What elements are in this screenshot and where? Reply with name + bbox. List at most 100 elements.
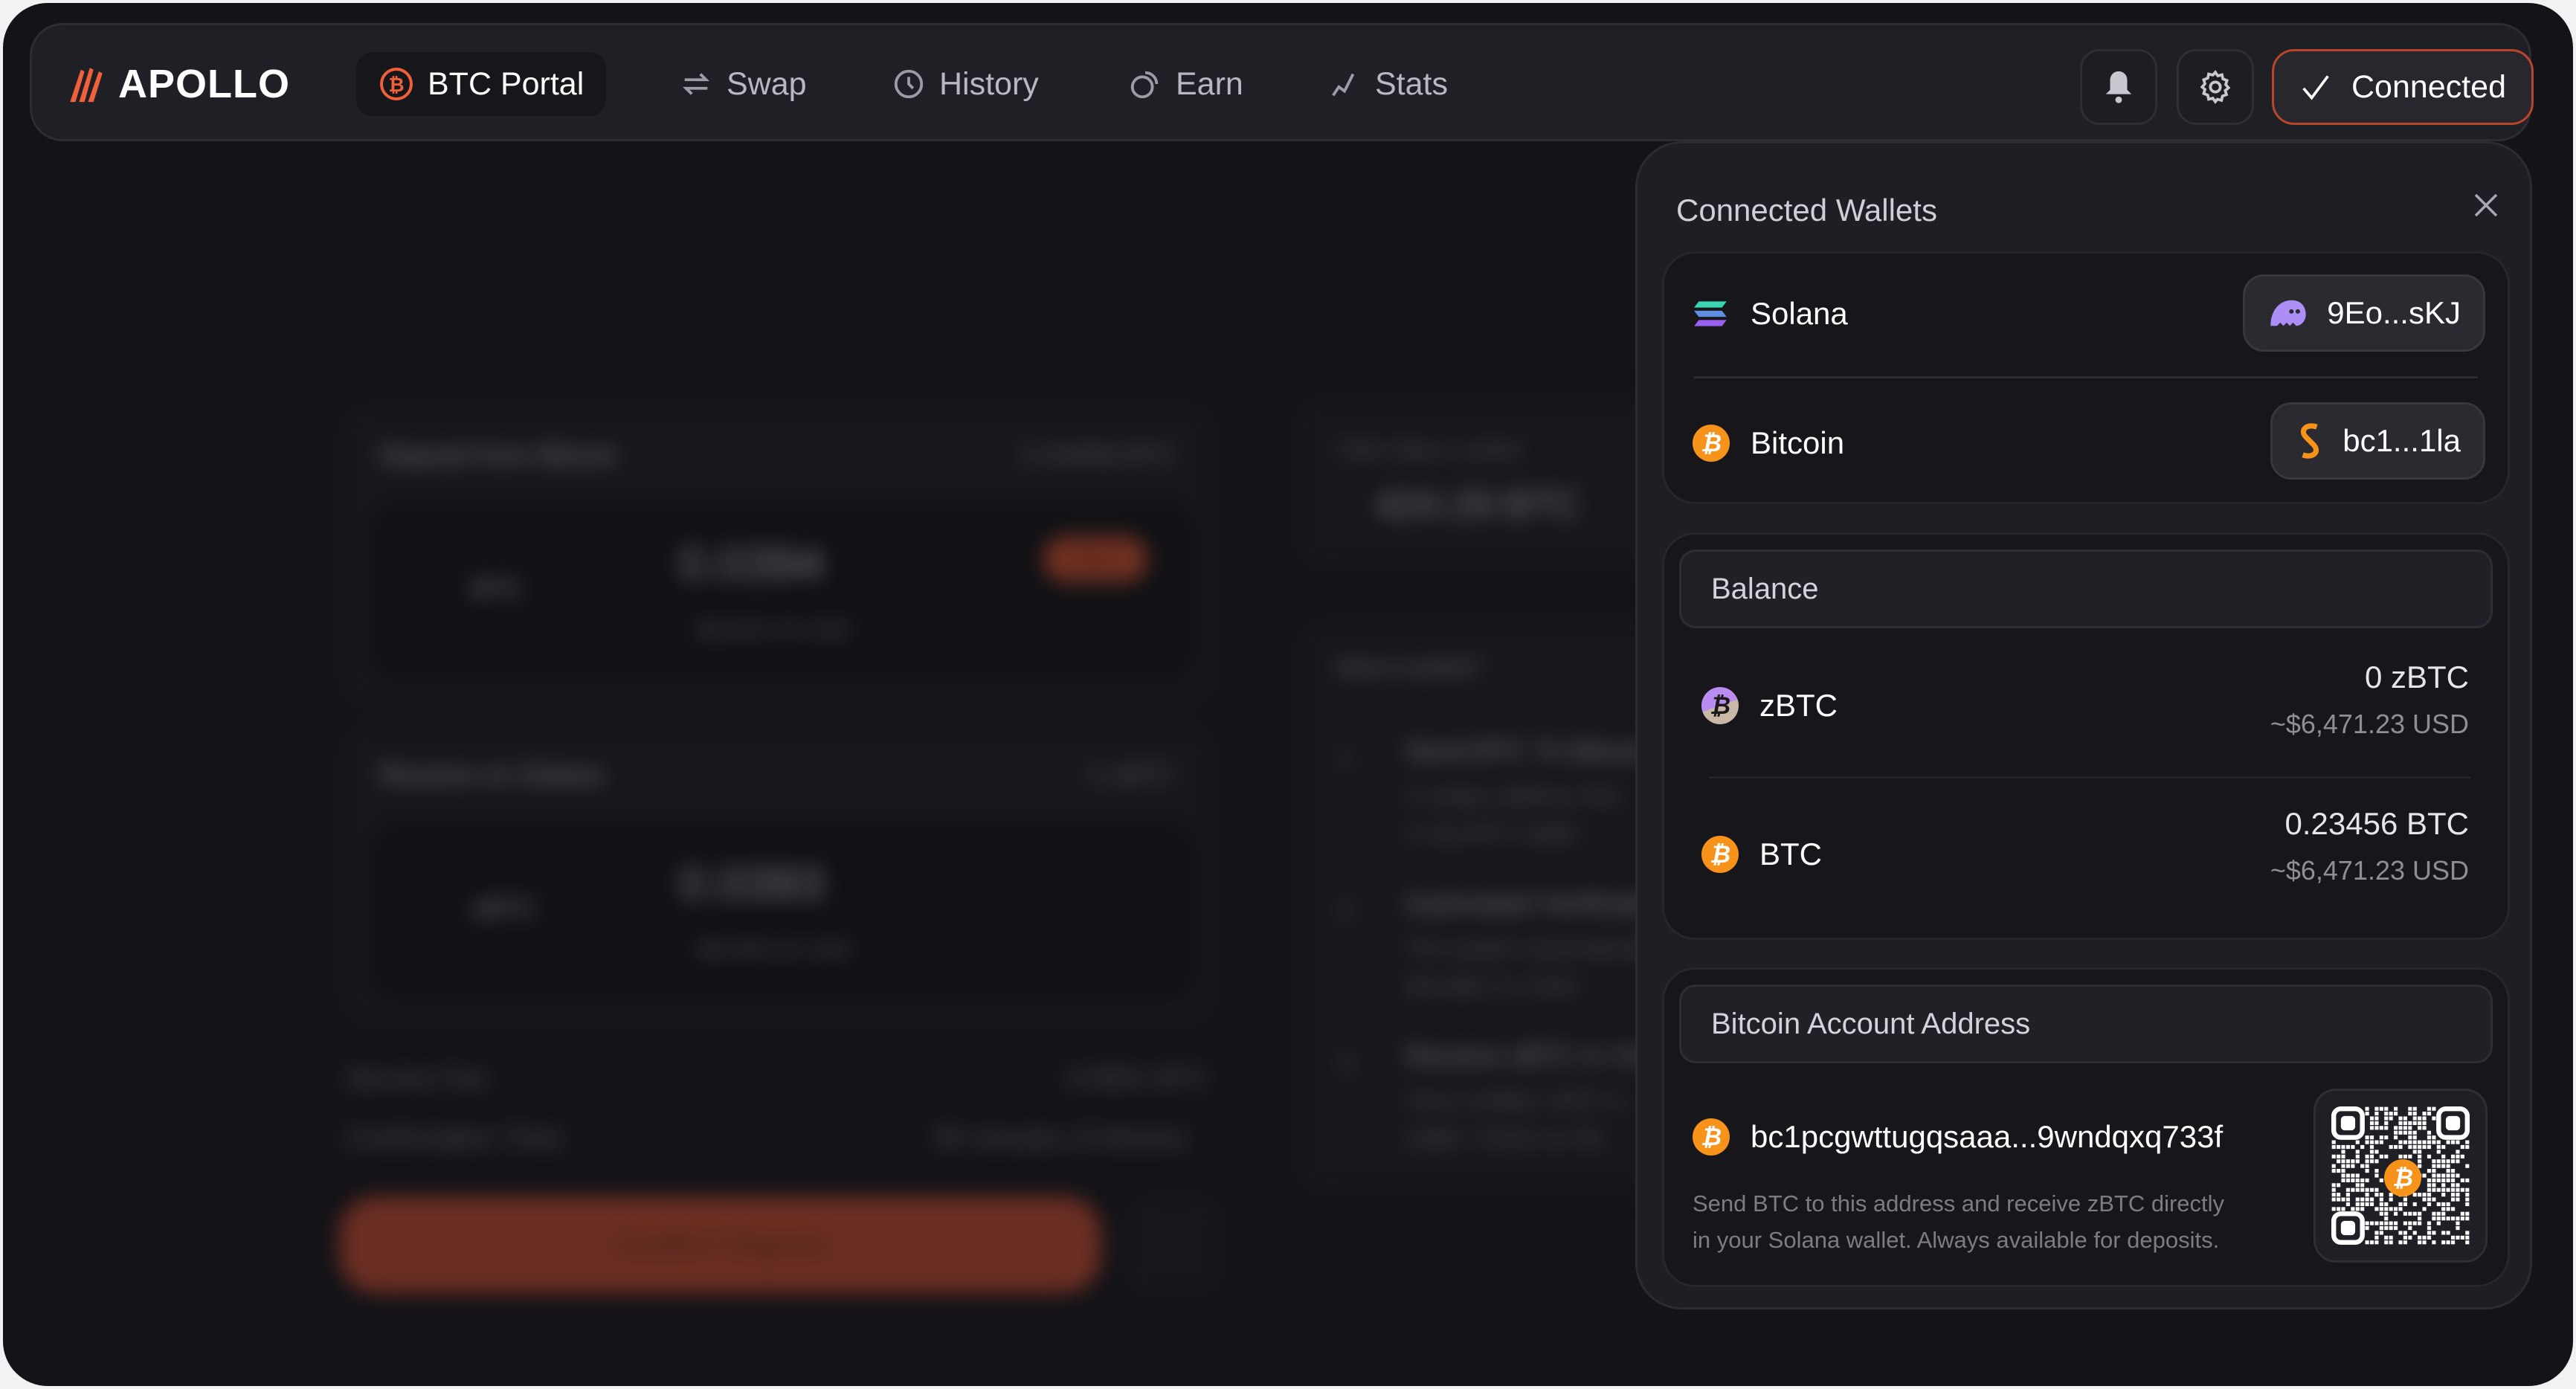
- step-number: 2: [1338, 895, 1353, 926]
- history-icon: [894, 69, 924, 99]
- bitcoin-icon: ₿: [1701, 836, 1739, 873]
- token-name: BTC: [1759, 837, 1822, 871]
- step-desc: The system automatically: [1405, 936, 1657, 961]
- receive-token: zBTC: [471, 893, 538, 924]
- deposit-balance: 0.23456 BTC: [1019, 439, 1177, 470]
- settings-button[interactable]: [2177, 49, 2254, 125]
- bitcoin-icon: ₿: [1693, 1118, 1730, 1156]
- flame-logo-icon: [70, 68, 103, 103]
- divider: [1694, 376, 2478, 378]
- zbtc-amount: 0 zBTC ~$6,471.23 USD: [2270, 660, 2469, 740]
- bitcoin-icon: ₿: [380, 68, 413, 100]
- panel-title: Connected Wallets: [1676, 193, 1937, 228]
- svg-text:₿: ₿: [388, 74, 404, 96]
- wallet-address: bc1...1la: [2342, 423, 2461, 458]
- token-amount: 0.23456 BTC: [2284, 806, 2470, 841]
- connected-button[interactable]: Connected: [2272, 49, 2534, 125]
- connected-label: Connected: [2351, 68, 2506, 105]
- address-description: Send BTC to this address and receive zBT…: [1693, 1185, 2224, 1258]
- deposit-token: BTC: [471, 573, 524, 604]
- swap-icon: [682, 73, 710, 95]
- solana-icon: [1694, 301, 1727, 326]
- receive-usd: ~$6,009.23 USD: [686, 938, 852, 962]
- wallet-row-solana: Solana: [1693, 296, 1848, 332]
- step-desc: decodes on chain: [1405, 973, 1580, 998]
- how-title: How it works?: [1335, 654, 1484, 680]
- step-title: Receive zBTC in Your: [1405, 1040, 1666, 1071]
- phantom-icon: [2270, 300, 2306, 326]
- receive-amount: 0.0393: [679, 857, 825, 910]
- stats-icon: [1332, 73, 1355, 97]
- deposit-card: Deposit from Bitcoin 0.23456 BTC BTC 0.0…: [337, 402, 1219, 707]
- bitcoin-address-button[interactable]: bc1...1la: [2270, 402, 2485, 480]
- nav-stats[interactable]: Stats: [1305, 52, 1470, 116]
- token-usd: ~$6,471.23 USD: [2270, 855, 2469, 886]
- balance-header: Balance: [1679, 550, 2493, 628]
- nav-label: BTC Portal: [428, 65, 585, 102]
- bitcoin-icon: ₿: [1693, 425, 1730, 462]
- nav-swap[interactable]: Swap: [657, 52, 829, 116]
- brand-name: APOLLO: [118, 62, 290, 106]
- divider: [1709, 776, 2470, 779]
- step-number: 1: [1338, 743, 1353, 773]
- nav-btc-portal[interactable]: ₿ BTC Portal: [356, 52, 607, 116]
- nav-label: Swap: [727, 65, 807, 102]
- token-amount: 0 zBTC: [2364, 660, 2469, 694]
- nav-label: Earn: [1176, 65, 1243, 102]
- fee-label: Service Fee: [345, 1063, 489, 1093]
- step-number: 3: [1338, 1048, 1353, 1078]
- check-icon: [2302, 75, 2329, 100]
- token-name: zBTC: [1759, 688, 1838, 723]
- solana-address-button[interactable]: 9Eo...sKJ: [2243, 274, 2485, 352]
- step-desc: wallet. Check on the: [1405, 1126, 1606, 1150]
- step-desc: Once verified, zBTC is: [1405, 1089, 1627, 1113]
- receive-title: Receive on Solana: [379, 759, 604, 790]
- gear-icon: [2200, 70, 2231, 104]
- zbtc-icon: ₿: [1701, 687, 1739, 724]
- deposit-input[interactable]: BTC 0.0394 ~$6,024.34 USD Max: [374, 506, 1192, 677]
- confirm-deposit-button[interactable]: Confirm Deposit: [339, 1196, 1101, 1293]
- step-title: Automated Verification: [1405, 888, 1673, 918]
- qr-code-image: [2331, 1106, 2470, 1245]
- address-card: Bitcoin Account Address ₿ bc1pcgwttugqsa…: [1662, 967, 2510, 1287]
- balance-row-btc: ₿ BTC: [1701, 836, 1822, 873]
- nav-earn[interactable]: Earn: [1106, 52, 1266, 116]
- time-label: Confirmation Time: [345, 1122, 563, 1153]
- step-desc: A unique address that: [1405, 784, 1621, 808]
- tvl-label: Total Value Locked: [1335, 438, 1522, 463]
- close-icon[interactable]: [2470, 190, 2502, 221]
- btc-amount: 0.23456 BTC ~$6,471.23 USD: [2270, 806, 2469, 886]
- deposit-title: Deposit from Bitcoin: [379, 439, 619, 470]
- bitcoin-icon: ₿: [2384, 1159, 2421, 1196]
- wallet-link-icon: [2301, 423, 2319, 459]
- max-button[interactable]: Max: [1043, 536, 1148, 582]
- step-desc: in any BTC wallet: [1405, 821, 1579, 845]
- description-line: Send BTC to this address and receive zBT…: [1693, 1190, 2225, 1216]
- nav-label: History: [939, 65, 1039, 102]
- address-header: Bitcoin Account Address: [1679, 984, 2493, 1063]
- connected-wallets-panel: Connected Wallets Solana 9Eo...sKJ ₿ Bit…: [1635, 141, 2532, 1309]
- nav-label: Stats: [1375, 65, 1448, 102]
- balance-row-zbtc: ₿ zBTC: [1701, 687, 1838, 724]
- deposit-amount: 0.0394: [679, 537, 825, 590]
- settings-small-button[interactable]: [1122, 1193, 1226, 1297]
- btc-address-row[interactable]: ₿ bc1pcgwttugqsaaa...9wndqxq733f: [1693, 1118, 2223, 1156]
- top-nav: APOLLO ₿ BTC Portal Swap History Earn St…: [30, 23, 2534, 141]
- receive-output: zBTC 0.0393 ~$6,009.23 USD: [374, 826, 1192, 997]
- description-line: in your Solana wallet. Always available …: [1693, 1227, 2220, 1253]
- nav-history[interactable]: History: [869, 52, 1061, 116]
- qr-code[interactable]: ₿: [2313, 1089, 2488, 1263]
- wallets-card: Solana 9Eo...sKJ ₿ Bitcoin bc1...1la: [1662, 251, 2510, 504]
- time-value: 30 minutes (3 blocks): [933, 1122, 1188, 1153]
- app-window: Deposit from Bitcoin 0.23456 BTC BTC 0.0…: [3, 3, 2573, 1386]
- receive-balance: 0 zBTC: [1087, 759, 1177, 790]
- token-usd: ~$6,471.23 USD: [2270, 709, 2469, 739]
- step-title: Send BTC To Bitcoin: [1405, 735, 1652, 766]
- brand-logo[interactable]: APOLLO: [65, 61, 290, 107]
- notifications-button[interactable]: [2080, 49, 2157, 125]
- wallet-chain: Solana: [1751, 296, 1848, 331]
- wallet-row-bitcoin: ₿ Bitcoin: [1693, 425, 1844, 462]
- fee-value: 0.0001 BTC: [1066, 1063, 1210, 1093]
- deposit-usd: ~$6,024.34 USD: [686, 618, 852, 642]
- btc-address[interactable]: bc1pcgwttugqsaaa...9wndqxq733f: [1751, 1119, 2224, 1154]
